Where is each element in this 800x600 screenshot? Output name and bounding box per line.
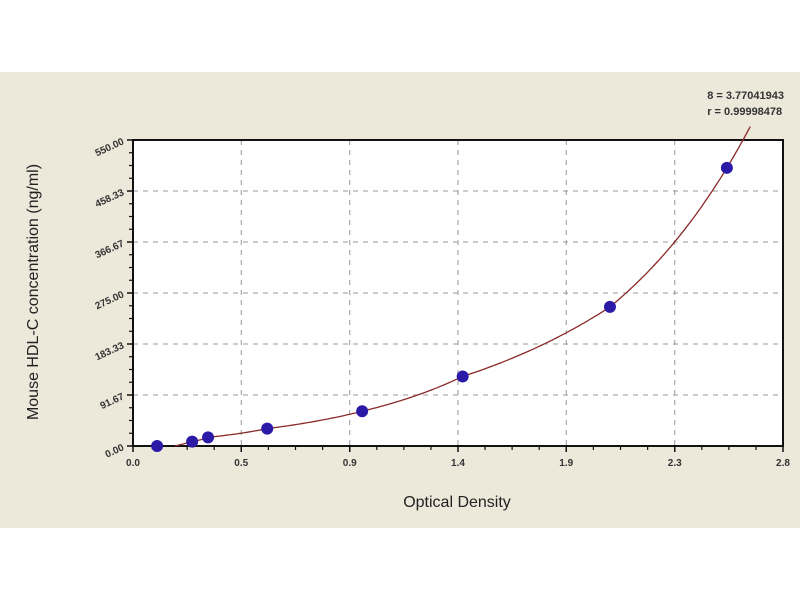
fit-statistics: 8 = 3.77041943 r = 0.99998478 <box>707 88 784 120</box>
y-tick-label: 366.67 <box>94 238 127 261</box>
y-tick-label: 183.33 <box>94 340 127 363</box>
data-point <box>202 431 215 444</box>
y-axis-label: Mouse HDL-C concentration (ng/ml) <box>25 163 42 421</box>
y-tick-label: 275.00 <box>94 289 127 312</box>
y-tick-label: 458.33 <box>94 187 127 210</box>
y-tick-label: 91.67 <box>99 391 127 412</box>
data-point <box>603 300 616 313</box>
x-tick-label: 0.5 <box>234 458 248 469</box>
data-point <box>261 422 274 435</box>
y-tick-label: 550.00 <box>94 136 127 159</box>
data-point <box>186 435 199 448</box>
data-point <box>456 370 469 383</box>
x-tick-label: 1.4 <box>451 458 465 469</box>
x-tick-label: 2.3 <box>668 458 682 469</box>
x-tick-label: 2.8 <box>776 458 790 469</box>
data-point <box>356 405 369 418</box>
y-tick-label: 0.00 <box>104 442 127 460</box>
x-tick-label: 0.9 <box>343 458 357 469</box>
fit-stat-1: 8 = 3.77041943 <box>707 90 784 102</box>
x-axis-label: Optical Density <box>403 494 511 511</box>
fit-stat-r: r = 0.99998478 <box>707 106 783 118</box>
data-point <box>151 440 164 452</box>
x-tick-label: 0.0 <box>126 458 140 469</box>
data-point <box>720 161 733 174</box>
x-tick-label: 1.9 <box>559 458 573 469</box>
